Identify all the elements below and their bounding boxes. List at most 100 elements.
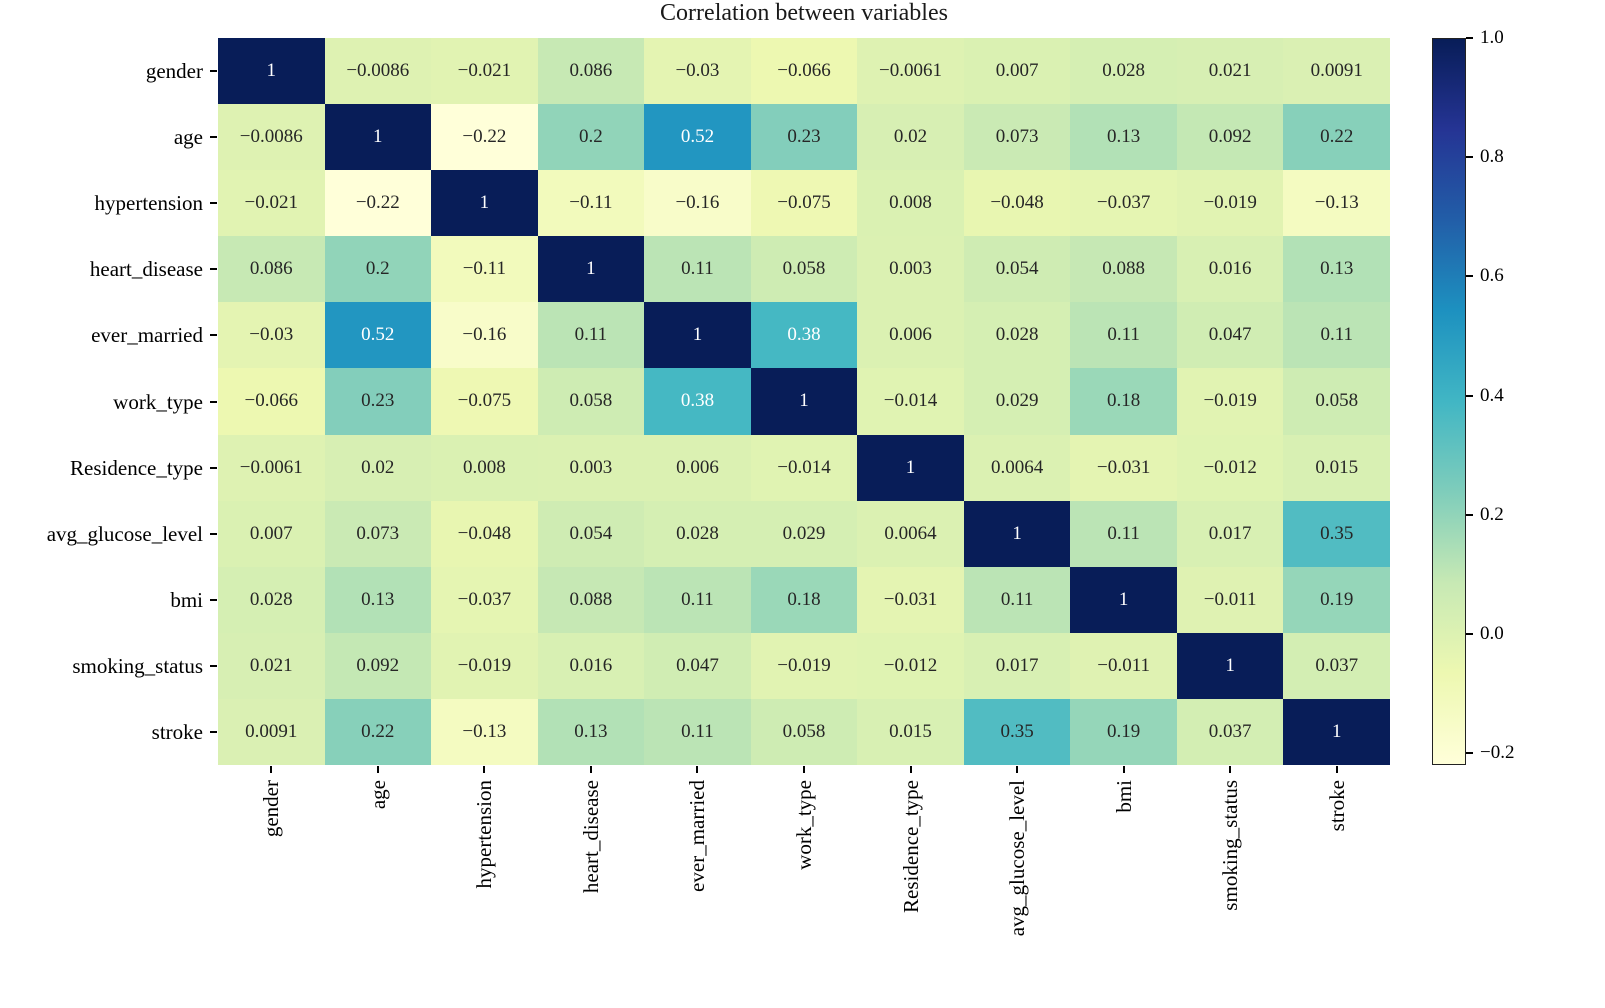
heatmap-cell-smoking_status-smoking_status: 1 [1176,632,1284,699]
x-axis-label-bmi: bmi [1111,780,1136,813]
heatmap-cell-avg_glucose_level-avg_glucose_level: 1 [963,500,1071,567]
colorbar-tick-label-0.4: 0.4 [1480,384,1504,406]
heatmap-cell-age-gender: −0.0086 [218,104,325,171]
heatmap-cell-Residence_type-work_type: −0.014 [750,434,858,501]
heatmap-cell-work_type-bmi: 0.18 [1070,368,1177,435]
heatmap-cell-age-bmi: 0.13 [1070,104,1177,171]
heatmap-cell-age-hypertension: −0.22 [431,104,538,171]
heatmap-cell-ever_married-gender: −0.03 [218,302,325,369]
heatmap-cell-gender-smoking_status: 0.021 [1176,38,1284,105]
heatmap-cell-bmi-smoking_status: −0.011 [1176,566,1284,633]
x-axis-tick [1122,766,1125,773]
heatmap-cell-age-avg_glucose_level: 0.073 [963,104,1071,171]
heatmap-cell-bmi-ever_married: 0.11 [644,566,751,633]
colorbar-tick-label-0.2: 0.2 [1480,503,1504,525]
x-axis-label-hypertension: hypertension [472,780,497,889]
heatmap-cell-avg_glucose_level-smoking_status: 0.017 [1176,500,1284,567]
heatmap-cell-ever_married-smoking_status: 0.047 [1176,302,1284,369]
heatmap-cell-stroke-smoking_status: 0.037 [1176,698,1284,765]
y-axis-label-avg_glucose_level: avg_glucose_level [46,521,203,546]
heatmap-cell-smoking_status-Residence_type: −0.012 [857,632,964,699]
heatmap-cell-bmi-work_type: 0.18 [750,566,858,633]
y-axis-tick [210,730,217,733]
x-axis-tick [483,766,486,773]
heatmap-cell-work_type-stroke: 0.058 [1283,368,1390,435]
heatmap-cell-hypertension-work_type: −0.075 [750,170,858,237]
y-axis-tick [210,202,217,205]
heatmap-cell-work_type-heart_disease: 0.058 [537,368,645,435]
heatmap-cell-ever_married-ever_married: 1 [644,302,751,369]
heatmap-cell-smoking_status-gender: 0.021 [218,632,325,699]
heatmap-cell-ever_married-Residence_type: 0.006 [857,302,964,369]
y-axis-tick [210,268,217,271]
heatmap-cell-heart_disease-stroke: 0.13 [1283,236,1390,303]
x-axis-label-ever_married: ever_married [685,780,710,892]
heatmap-cell-gender-age: −0.0086 [324,38,432,105]
y-axis-tick [210,400,217,403]
heatmap-cell-Residence_type-avg_glucose_level: 0.0064 [963,434,1071,501]
y-axis-label-gender: gender [145,59,203,84]
x-axis-tick [270,766,273,773]
heatmap-cell-smoking_status-ever_married: 0.047 [644,632,751,699]
heatmap-cell-avg_glucose_level-age: 0.073 [324,500,432,567]
colorbar-tick-label-0.6: 0.6 [1480,265,1504,287]
heatmap-grid: 1 −0.0086 −0.021 0.086 −0.03 −0.066 −0.0061 0.0… [218,38,1390,765]
heatmap-cell-stroke-avg_glucose_level: 0.35 [963,698,1071,765]
heatmap-cell-smoking_status-work_type: −0.019 [750,632,858,699]
colorbar-tick [1466,37,1473,39]
colorbar-tick-label-−0.2: −0.2 [1480,742,1515,764]
heatmap-cell-age-stroke: 0.22 [1283,104,1390,171]
x-axis-label-avg_glucose_level: avg_glucose_level [1005,780,1030,937]
heatmap-cell-Residence_type-heart_disease: 0.003 [537,434,645,501]
colorbar-tick [1466,513,1473,516]
x-axis-label-age: age [365,780,390,810]
heatmap-cell-bmi-bmi: 1 [1070,566,1177,633]
heatmap-cell-ever_married-stroke: 0.11 [1283,302,1390,369]
x-axis-label-Residence_type: Residence_type [898,780,923,913]
heatmap-cell-Residence_type-ever_married: 0.006 [644,434,751,501]
heatmap-cell-stroke-ever_married: 0.11 [644,698,751,765]
heatmap-cell-avg_glucose_level-heart_disease: 0.054 [537,500,645,567]
heatmap-cell-bmi-avg_glucose_level: 0.11 [963,566,1071,633]
x-axis-tick [1016,766,1019,773]
heatmap-cell-Residence_type-bmi: −0.031 [1070,434,1177,501]
heatmap-cell-hypertension-bmi: −0.037 [1070,170,1177,237]
heatmap-cell-work_type-hypertension: −0.075 [431,368,538,435]
heatmap-cell-gender-hypertension: −0.021 [431,38,538,105]
y-axis-tick [210,664,217,667]
colorbar-tick [1466,752,1473,755]
heatmap-cell-hypertension-Residence_type: 0.008 [857,170,964,237]
colorbar-tick [1466,275,1473,278]
x-axis-tick [589,766,592,773]
heatmap-cell-Residence_type-Residence_type: 1 [857,434,964,501]
heatmap-cell-gender-stroke: 0.0091 [1283,38,1390,105]
heatmap-cell-ever_married-age: 0.52 [324,302,432,369]
x-axis-label-stroke: stroke [1324,780,1349,832]
heatmap-cell-heart_disease-gender: 0.086 [218,236,325,303]
y-axis-tick [210,532,217,535]
y-axis-label-heart_disease: heart_disease [89,257,203,282]
heatmap-cell-age-smoking_status: 0.092 [1176,104,1284,171]
y-axis-tick [210,466,217,469]
heatmap-cell-ever_married-work_type: 0.38 [750,302,858,369]
heatmap-cell-avg_glucose_level-hypertension: −0.048 [431,500,538,567]
y-axis-label-stroke: stroke [151,719,203,744]
heatmap-cell-age-heart_disease: 0.2 [537,104,645,171]
x-axis-tick [909,766,912,773]
heatmap-cell-age-ever_married: 0.52 [644,104,751,171]
heatmap-cell-stroke-age: 0.22 [324,698,432,765]
x-axis-tick [696,766,699,773]
heatmap-cell-heart_disease-age: 0.2 [324,236,432,303]
colorbar-tick-label-0.0: 0.0 [1480,622,1504,644]
heatmap-cell-heart_disease-avg_glucose_level: 0.054 [963,236,1071,303]
heatmap-cell-bmi-gender: 0.028 [218,566,325,633]
y-axis-label-smoking_status: smoking_status [72,653,203,678]
heatmap-cell-smoking_status-hypertension: −0.019 [431,632,538,699]
heatmap-cell-Residence_type-gender: −0.0061 [218,434,325,501]
heatmap-cell-ever_married-bmi: 0.11 [1070,302,1177,369]
heatmap-cell-avg_glucose_level-Residence_type: 0.0064 [857,500,964,567]
heatmap-cell-gender-heart_disease: 0.086 [537,38,645,105]
heatmap-cell-work_type-ever_married: 0.38 [644,368,751,435]
heatmap-cell-smoking_status-avg_glucose_level: 0.017 [963,632,1071,699]
